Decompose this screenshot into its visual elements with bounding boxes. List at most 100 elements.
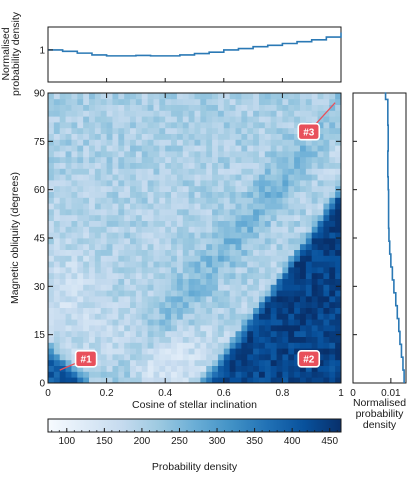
heatmap-cell: [241, 336, 248, 343]
heatmap-cell: [153, 122, 160, 129]
heatmap-cell: [282, 272, 289, 279]
heatmap-cell: [153, 377, 160, 384]
heatmap-cell: [276, 261, 283, 268]
heatmap-cell: [124, 238, 131, 245]
y-tick-label: 75: [34, 137, 46, 148]
heatmap-cell: [135, 110, 143, 117]
heatmap-cell: [200, 220, 207, 227]
heatmap-cell: [223, 272, 231, 279]
heatmap-cell: [311, 290, 318, 297]
heatmap-cell: [100, 261, 107, 268]
heatmap-cell: [159, 296, 166, 303]
heatmap-cell: [159, 197, 166, 204]
heatmap-cell: [100, 214, 107, 221]
heatmap-cell: [77, 122, 84, 129]
heatmap-cell: [65, 209, 72, 216]
heatmap-cell: [317, 98, 324, 105]
heatmap-cell: [53, 330, 61, 337]
heatmap-cell: [329, 174, 336, 181]
heatmap-cell: [188, 238, 195, 245]
heatmap-cell: [329, 180, 336, 187]
heatmap-cell: [329, 272, 336, 279]
heatmap-cell: [258, 301, 266, 308]
heatmap-cell: [258, 325, 266, 332]
heatmap-cell: [130, 336, 137, 343]
heatmap-cell: [141, 243, 149, 250]
heatmap-cell: [311, 284, 318, 291]
heatmap-cell: [270, 307, 277, 314]
heatmap-cell: [100, 197, 107, 204]
heatmap-cell: [247, 151, 254, 158]
heatmap-cell: [194, 191, 201, 198]
heatmap-cell: [159, 139, 166, 146]
heatmap-cell: [182, 301, 190, 308]
heatmap-cell: [200, 104, 207, 111]
heatmap-cell: [89, 116, 96, 123]
heatmap-cell: [130, 243, 137, 250]
heatmap-cell: [282, 243, 289, 250]
heatmap-cell: [182, 284, 190, 291]
heatmap-cell: [100, 151, 107, 158]
heatmap-cell: [317, 232, 324, 239]
heatmap-cell: [311, 307, 318, 314]
heatmap-cell: [112, 377, 119, 384]
heatmap-cell: [270, 156, 277, 163]
heatmap-cell: [118, 238, 125, 245]
heatmap-cell: [147, 348, 154, 355]
heatmap-cell: [212, 168, 219, 175]
heatmap-cell: [94, 307, 102, 314]
heatmap-cell: [176, 354, 184, 361]
heatmap-cell: [188, 313, 195, 320]
heatmap-cell: [253, 325, 260, 332]
heatmap-cell: [65, 267, 72, 274]
heatmap-cell: [112, 342, 119, 349]
heatmap-cell: [264, 371, 272, 378]
heatmap-cell: [159, 104, 166, 111]
heatmap-cell: [235, 127, 242, 134]
heatmap-cell: [112, 330, 119, 337]
heatmap-cell: [112, 203, 119, 210]
heatmap-cell: [106, 325, 113, 332]
heatmap-cell: [89, 203, 96, 210]
heatmap-cell: [258, 209, 266, 216]
heatmap-cell: [194, 342, 201, 349]
heatmap-cell: [71, 290, 78, 297]
heatmap-cell: [135, 174, 143, 181]
heatmap-cell: [141, 319, 149, 326]
heatmap-cell: [141, 307, 149, 314]
x-tick-label: 0.4: [158, 388, 172, 399]
heatmap-cell: [235, 220, 242, 227]
heatmap-cell: [118, 261, 125, 268]
heatmap-cell: [59, 232, 66, 239]
heatmap-cell: [135, 197, 143, 204]
heatmap-cell: [229, 139, 236, 146]
heatmap-cell: [124, 226, 131, 233]
heatmap-cell: [165, 93, 172, 100]
heatmap-cell: [305, 220, 313, 227]
colorbar-tick-label: 400: [284, 436, 301, 447]
heatmap-cell: [71, 267, 78, 274]
heatmap-cell: [118, 325, 125, 332]
heatmap-cell: [299, 145, 307, 152]
heatmap-cell: [112, 278, 119, 285]
heatmap-cell: [130, 203, 137, 210]
heatmap-cell: [276, 139, 283, 146]
heatmap-cell: [71, 180, 78, 187]
heatmap-cell: [135, 290, 143, 297]
heatmap-cell: [48, 122, 55, 129]
heatmap-cell: [329, 238, 336, 245]
heatmap-cell: [212, 191, 219, 198]
heatmap-cell: [89, 342, 96, 349]
heatmap-cell: [270, 342, 277, 349]
heatmap-cell: [288, 93, 295, 100]
heatmap-cell: [118, 232, 125, 239]
heatmap-cell: [100, 185, 107, 192]
heatmap-cell: [223, 203, 231, 210]
heatmap-cell: [270, 325, 277, 332]
heatmap-cell: [253, 365, 260, 372]
heatmap-cell: [253, 197, 260, 204]
heatmap-cell: [270, 371, 277, 378]
heatmap-cell: [171, 301, 178, 308]
heatmap-cell: [65, 133, 72, 140]
